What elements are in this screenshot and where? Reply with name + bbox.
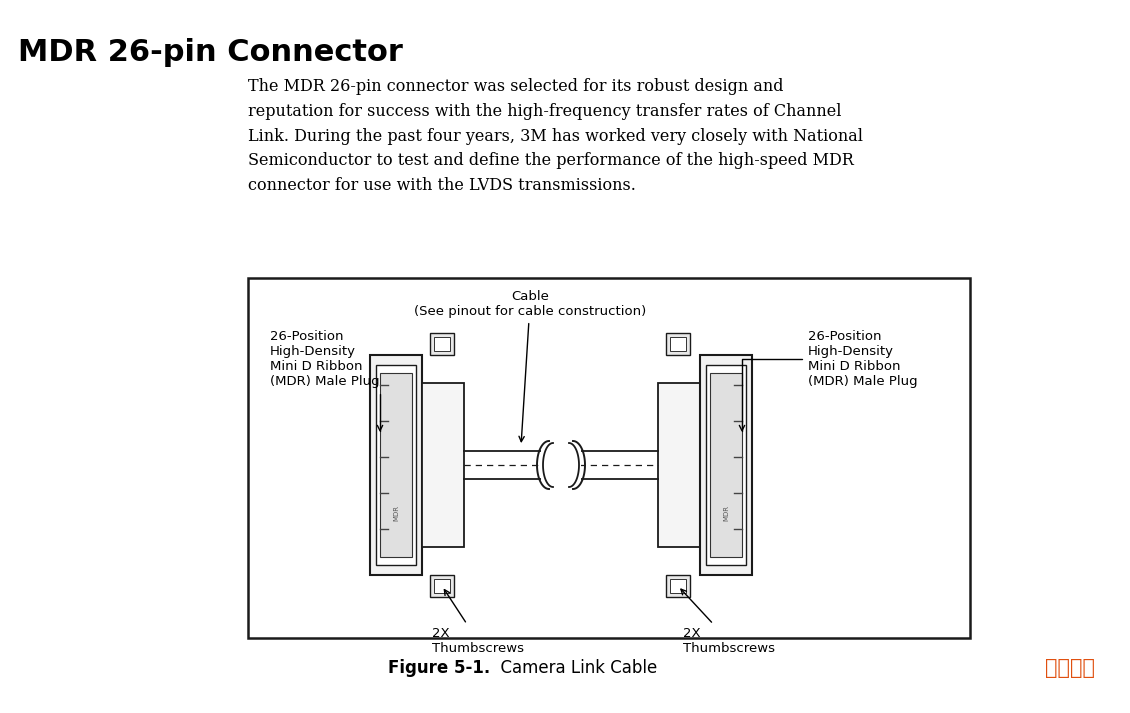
Bar: [431, 333, 454, 355]
Bar: [706, 365, 746, 565]
Bar: [666, 575, 690, 597]
Text: MDR: MDR: [393, 506, 399, 521]
Bar: [421, 383, 464, 547]
Text: 吉林龙网: 吉林龙网: [1045, 658, 1095, 678]
Bar: [670, 337, 686, 351]
Text: Figure 5-1.: Figure 5-1.: [388, 659, 490, 677]
Text: 2X
Thumbscrews: 2X Thumbscrews: [432, 590, 524, 655]
Text: Cable
(See pinout for cable construction): Cable (See pinout for cable construction…: [414, 290, 646, 441]
Bar: [541, 440, 581, 490]
Bar: [710, 373, 742, 557]
Bar: [434, 337, 450, 351]
Bar: [434, 579, 450, 593]
Bar: [247, 278, 970, 638]
Bar: [699, 355, 751, 575]
Text: 26-Position
High-Density
Mini D Ribbon
(MDR) Male Plug: 26-Position High-Density Mini D Ribbon (…: [270, 330, 383, 431]
Text: MDR 26-pin Connector: MDR 26-pin Connector: [18, 38, 403, 67]
Bar: [431, 575, 454, 597]
Bar: [380, 373, 412, 557]
Bar: [376, 365, 416, 565]
Bar: [370, 355, 421, 575]
Text: The MDR 26-pin connector was selected for its robust design and
reputation for s: The MDR 26-pin connector was selected fo…: [247, 78, 863, 194]
Bar: [670, 579, 686, 593]
Text: Camera Link Cable: Camera Link Cable: [490, 659, 658, 677]
Text: 2X
Thumbscrews: 2X Thumbscrews: [681, 589, 775, 655]
Text: MDR: MDR: [723, 506, 729, 521]
Bar: [666, 333, 690, 355]
Text: 26-Position
High-Density
Mini D Ribbon
(MDR) Male Plug: 26-Position High-Density Mini D Ribbon (…: [739, 330, 918, 431]
Bar: [658, 383, 699, 547]
